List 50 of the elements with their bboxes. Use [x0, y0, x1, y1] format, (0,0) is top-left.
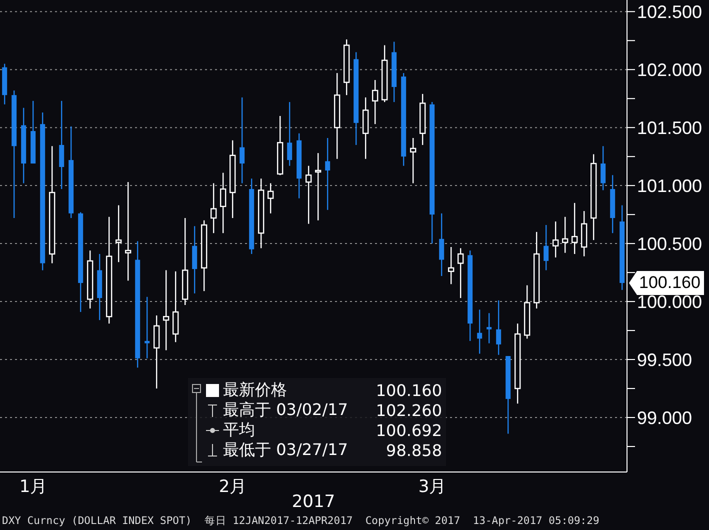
candlestick: [477, 309, 482, 354]
candlestick: [457, 248, 464, 299]
annotation: 100.160: [376, 380, 442, 400]
candlestick: [552, 220, 559, 258]
y-tick-label: 100.500: [637, 234, 702, 254]
candlestick: [571, 202, 578, 255]
text: 平均 100.692: [223, 420, 442, 440]
text: 最高于 03/02/17 102.260: [223, 400, 442, 420]
x-tick-label: 3月: [418, 477, 446, 498]
candlestick: [162, 270, 170, 351]
candlestick: [600, 146, 606, 191]
candlestick: [267, 182, 274, 214]
candlestick: [220, 172, 226, 234]
candlestick: [115, 204, 122, 263]
y-tick-label: 100.000: [637, 292, 702, 312]
candlestick: [153, 314, 160, 390]
candlestick: [144, 296, 150, 359]
candlestick: [544, 224, 549, 271]
y-tick-label: 101.500: [637, 118, 702, 138]
x-axis-title: 2017: [292, 492, 336, 512]
candlestick: [172, 270, 179, 343]
candlestick: [240, 96, 245, 184]
x-tick-label: 2月: [218, 477, 247, 498]
candlestick: [305, 165, 312, 224]
x-tick-label: 1月: [19, 477, 48, 498]
candlestick: [439, 212, 444, 277]
candlestick: [362, 96, 369, 160]
text: 100.160: [639, 272, 700, 292]
y-tick-label: 102.500: [637, 2, 702, 22]
candlestick: [496, 300, 502, 356]
candlestick: [410, 137, 416, 184]
candlestick: [192, 226, 198, 294]
y-tick-label: 102.000: [637, 60, 702, 80]
text: 最新价格: [223, 380, 287, 398]
candlestick: [59, 100, 64, 190]
candlestick: [210, 182, 217, 234]
candlestick: [287, 101, 292, 166]
candlestick: [314, 152, 322, 221]
y-tick-label: 101.000: [637, 176, 702, 196]
text: 最低于 03/27/17 98.858: [223, 440, 442, 460]
y-tick-label: 99.500: [637, 350, 692, 370]
text: DXY Curncy (DOLLAR INDEX SPOT) 每日 12JAN2017-12APR2017 Copyright© 2017 13-Apr-2017 05:09:29: [2, 514, 600, 528]
y-tick-label: 99.000: [637, 408, 692, 428]
candlestick: [580, 210, 588, 257]
candlestick: [486, 312, 492, 344]
candlestick: [448, 246, 454, 285]
candlestick: [124, 181, 132, 282]
candlestick: [325, 137, 330, 211]
candlestick: [372, 79, 378, 125]
candlestick: [562, 216, 568, 254]
